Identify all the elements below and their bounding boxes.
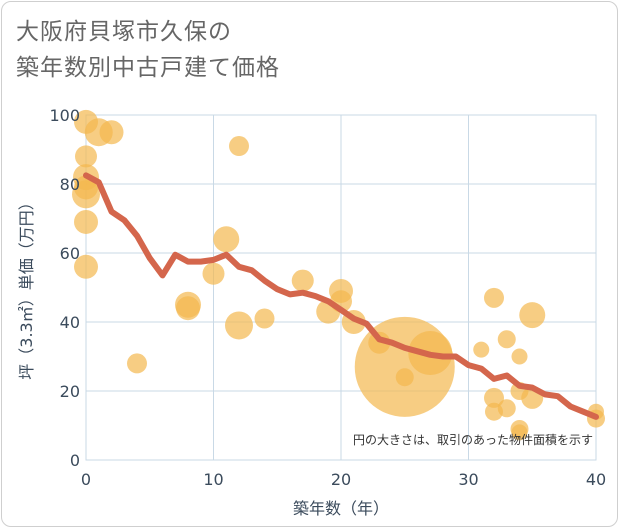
y-tick-label: 80: [60, 175, 80, 194]
chart-title-line-2: 築年数別中古戸建て価格: [16, 55, 280, 81]
bubble-size-note: 円の大きさは、取引のあった物件面積を示す: [353, 432, 593, 447]
data-point: [176, 296, 200, 321]
data-point: [72, 180, 100, 209]
x-tick-label: 30: [458, 470, 478, 489]
trend-line: [83, 172, 599, 420]
data-point: [229, 136, 249, 157]
x-axis-label: 築年数（年）: [293, 499, 389, 518]
data-point: [484, 287, 504, 308]
data-point: [74, 209, 98, 234]
y-tick-label: 40: [60, 313, 80, 332]
chart-title-line-1: 大阪府貝塚市久保の: [16, 19, 232, 45]
y-tick-label: 60: [60, 244, 80, 263]
data-point: [202, 262, 225, 285]
y-tick-labels: 0 20 40 60 80 100: [49, 106, 80, 470]
data-point: [74, 254, 98, 279]
data-point: [75, 145, 97, 168]
y-tick-label: 0: [70, 451, 80, 470]
data-point: [99, 120, 124, 145]
bubble-series: [72, 109, 605, 441]
data-point: [497, 330, 516, 349]
data-point: [473, 341, 490, 358]
data-point: [254, 308, 275, 329]
data-point: [511, 348, 528, 365]
x-tick-label: 40: [586, 470, 606, 489]
data-point: [127, 353, 147, 374]
x-tick-label: 10: [203, 470, 223, 489]
data-point: [213, 226, 240, 253]
data-point: [511, 424, 528, 441]
data-point: [497, 399, 516, 418]
data-point: [519, 302, 546, 329]
data-point: [291, 269, 314, 292]
y-tick-label: 20: [60, 382, 80, 401]
data-point: [225, 311, 253, 340]
x-tick-labels: 0 10 20 30 40: [81, 470, 606, 489]
y-axis-label: 坪（3.3㎡）単価（万円）: [17, 194, 36, 379]
y-tick-label: 100: [49, 106, 80, 125]
data-point: [484, 387, 504, 408]
x-tick-label: 20: [331, 470, 351, 489]
data-point: [395, 368, 414, 387]
chart-title: 大阪府貝塚市久保の 築年数別中古戸建て価格: [16, 14, 280, 86]
x-tick-label: 0: [81, 470, 91, 489]
